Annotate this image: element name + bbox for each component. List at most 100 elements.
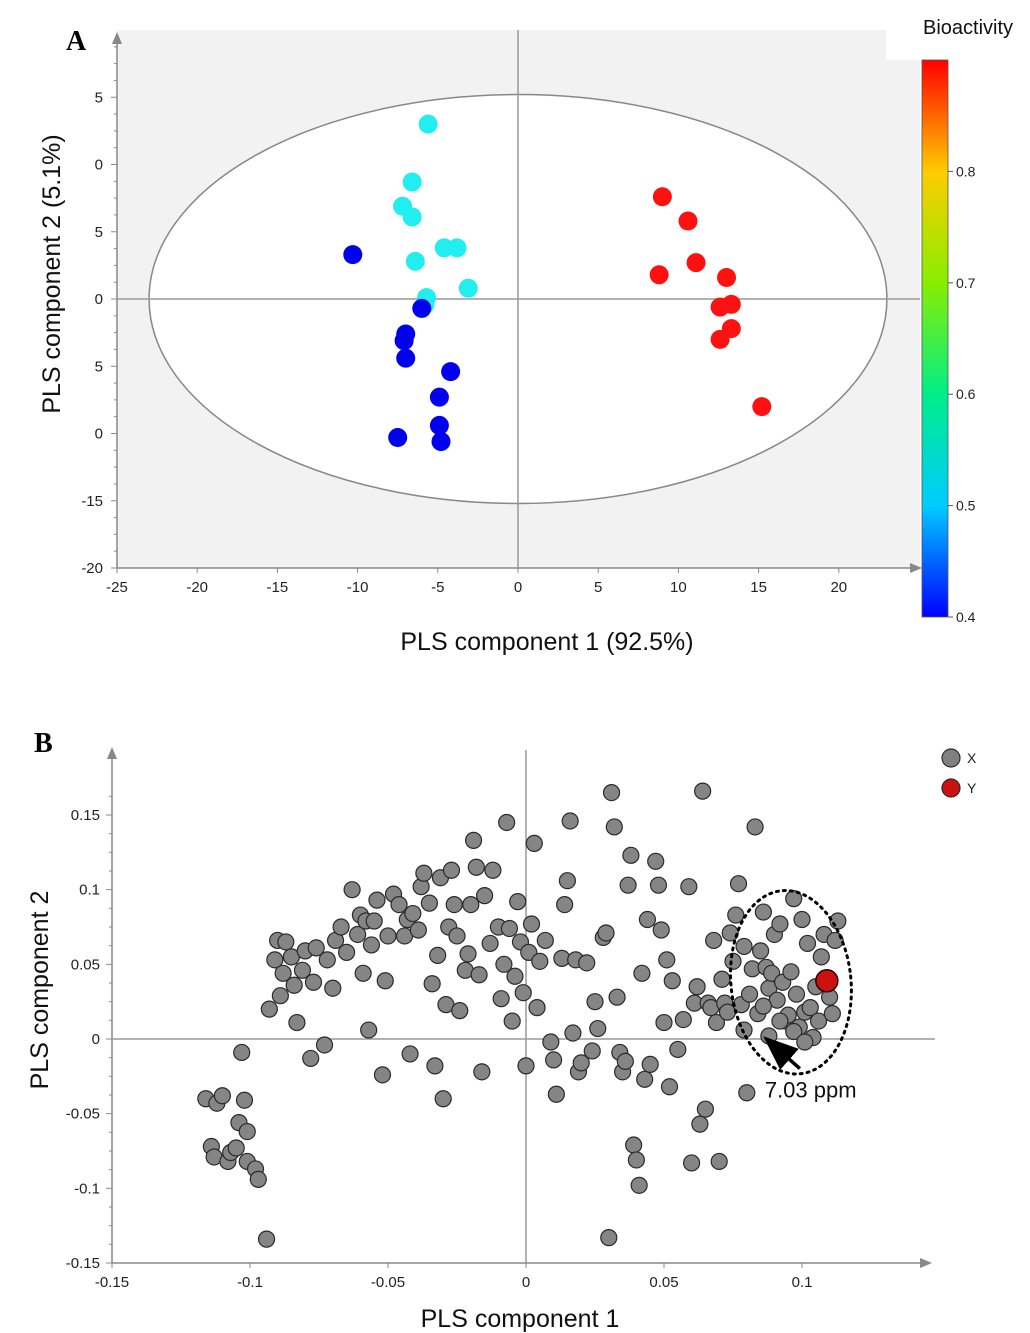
legend-marker-x <box>941 748 961 768</box>
y-tick-label-b: -0.15 <box>66 1255 100 1272</box>
score-point-a <box>678 211 698 231</box>
y-tick-label-b: -0.1 <box>74 1180 100 1197</box>
loading-point-x <box>801 999 819 1017</box>
score-point-a <box>447 238 467 258</box>
loading-point-x <box>680 878 698 896</box>
loading-point-x <box>655 1013 673 1032</box>
loading-point-x <box>235 1091 254 1109</box>
loading-point-x <box>608 988 626 1006</box>
loading-point-x <box>740 985 759 1003</box>
loading-point-x <box>630 1176 648 1194</box>
x-tick-label-a: 20 <box>830 579 847 596</box>
score-point-a <box>431 432 451 452</box>
highlight-ellipse <box>729 889 853 1076</box>
loading-point-x <box>368 891 386 909</box>
loading-point-x <box>462 895 480 914</box>
loading-point-x <box>484 861 502 879</box>
score-point-a <box>686 253 706 273</box>
colorbar-tick-label: 0.8 <box>956 163 976 179</box>
loading-point-x <box>561 812 579 830</box>
y-axis-arrow-a <box>112 32 122 44</box>
panel-label-a: A <box>66 26 87 57</box>
loading-point-x <box>782 963 800 981</box>
loading-point-x <box>556 895 574 914</box>
loading-point-x <box>307 939 325 957</box>
loading-point-x <box>796 1033 814 1051</box>
loading-point-x <box>787 985 806 1003</box>
panel-label-b: B <box>34 728 53 759</box>
legend-b: XY <box>941 748 977 798</box>
score-point-a <box>652 187 672 207</box>
score-point-a <box>458 278 478 298</box>
x-tick-label-b: -0.05 <box>371 1274 405 1291</box>
loading-point-x <box>763 964 781 982</box>
loading-point-x <box>360 1021 378 1039</box>
loading-point-x <box>376 972 394 990</box>
loading-point-x <box>652 921 670 939</box>
loading-point-x <box>318 951 336 969</box>
loading-point-x <box>600 1229 618 1247</box>
loading-point-x <box>589 1019 607 1038</box>
loading-point-x <box>771 915 789 933</box>
x-axis-label-b: PLS component 1 <box>421 1305 620 1333</box>
y-axis-arrow-b <box>107 747 117 759</box>
loading-point-x <box>721 924 739 942</box>
score-point-a <box>343 245 363 265</box>
annotation-arrow <box>763 1036 801 1070</box>
loading-point-x <box>495 955 513 973</box>
loading-point-x <box>578 954 596 972</box>
loading-point-x <box>663 972 681 990</box>
loading-point-x <box>647 852 665 870</box>
loading-point-x <box>727 906 745 924</box>
loading-point-x <box>696 1100 715 1118</box>
y-tick-label-a: 5 <box>95 89 103 106</box>
loading-point-x <box>448 927 466 945</box>
loading-point-x <box>707 1013 726 1032</box>
x-tick-label-b: 0 <box>522 1274 530 1291</box>
loading-point-x <box>572 1054 590 1072</box>
loading-point-x <box>525 834 543 852</box>
x-axis-arrow-a <box>910 563 922 573</box>
loading-point-x <box>442 861 461 879</box>
response-point-y <box>815 969 839 993</box>
loading-point-x <box>622 846 640 864</box>
loading-point-x <box>498 813 516 832</box>
loading-point-x <box>586 993 604 1011</box>
loading-point-x <box>771 1012 789 1030</box>
score-point-a <box>402 207 422 227</box>
y-tick-label-b: 0 <box>92 1031 100 1048</box>
colorbar: Bioactivity 0.4 0.5 0.6 0.7 0.8 <box>886 0 1030 625</box>
loading-point-x <box>528 999 546 1017</box>
loading-point-x <box>638 910 657 929</box>
loading-point-x <box>464 831 483 849</box>
colorbar-tick-label: 0.6 <box>956 386 976 402</box>
score-point-a <box>752 397 772 417</box>
score-point-a <box>412 298 432 318</box>
loading-point-x <box>373 1066 392 1084</box>
loading-point-x <box>641 1055 659 1073</box>
loading-point-x <box>238 1122 256 1141</box>
loading-point-x <box>362 936 381 954</box>
x-axis-arrow-b <box>920 1258 932 1268</box>
loading-point-x <box>249 1170 267 1188</box>
x-axis-label-a: PLS component 1 (92.5%) <box>400 628 693 656</box>
score-point-a <box>388 428 408 448</box>
loading-point-x <box>812 948 830 966</box>
y-tick-label-a: 0 <box>95 157 103 174</box>
y-tick-label-a: 0 <box>95 426 103 443</box>
annotation-label: 7.03 ppm <box>765 1078 857 1103</box>
loading-point-x <box>509 893 527 911</box>
loading-point-x <box>583 1042 601 1060</box>
loading-point-x <box>288 1013 306 1032</box>
y-tick-label-a: 5 <box>95 224 103 241</box>
legend-label-y: Y <box>967 780 977 796</box>
legend-label-x: X <box>967 750 977 766</box>
loading-point-x <box>266 951 284 969</box>
loading-point-x <box>233 1043 251 1062</box>
y-tick-label-a: 5 <box>95 358 103 375</box>
loading-point-x <box>619 876 637 894</box>
loading-point-x <box>793 910 811 929</box>
y-tick-label-b: -0.05 <box>66 1106 100 1123</box>
x-tick-label-a: 15 <box>750 579 767 596</box>
